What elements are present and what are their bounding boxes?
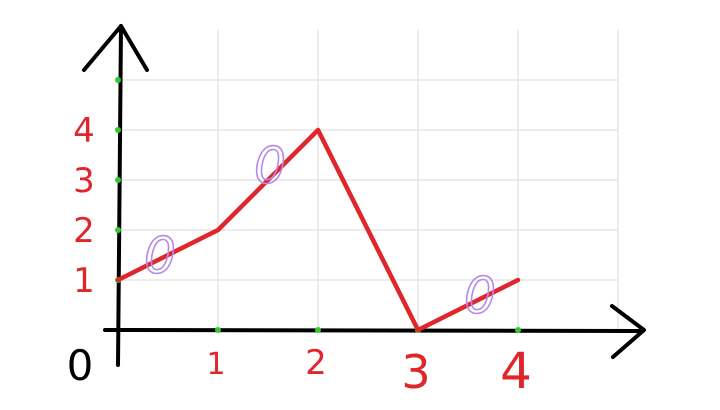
slope-annotation-label: 0	[464, 267, 496, 325]
x-tick-label: 4	[500, 342, 532, 400]
slope-annotation-label: 0	[254, 137, 286, 195]
tick-labels: 0 1 2 3 4 1 2 3 4	[67, 111, 532, 400]
y-tick-label: 4	[73, 111, 95, 151]
axes	[84, 26, 644, 365]
y-axis	[118, 26, 121, 365]
slope-annotations: 0 0 0	[144, 137, 496, 325]
slope-annotation-label: 0	[144, 227, 176, 285]
x-tick-label: 3	[401, 345, 430, 399]
grid	[118, 30, 618, 330]
x-axis	[105, 330, 642, 331]
y-tick-dot	[115, 227, 121, 233]
x-tick-label: 2	[305, 343, 327, 383]
x-tick-dot	[215, 327, 221, 333]
y-tick-label: 2	[73, 211, 95, 251]
y-tick-label: 1	[73, 261, 95, 301]
x-tick-dot	[515, 327, 521, 333]
y-tick-dot	[115, 127, 121, 133]
y-tick-label: 3	[73, 161, 95, 201]
origin-label: 0	[67, 341, 94, 390]
y-axis-arrow-icon	[84, 26, 147, 70]
x-tick-dot	[315, 327, 321, 333]
y-tick-dot	[115, 177, 121, 183]
y-tick-dot	[115, 77, 121, 83]
x-tick-label: 1	[206, 347, 225, 382]
